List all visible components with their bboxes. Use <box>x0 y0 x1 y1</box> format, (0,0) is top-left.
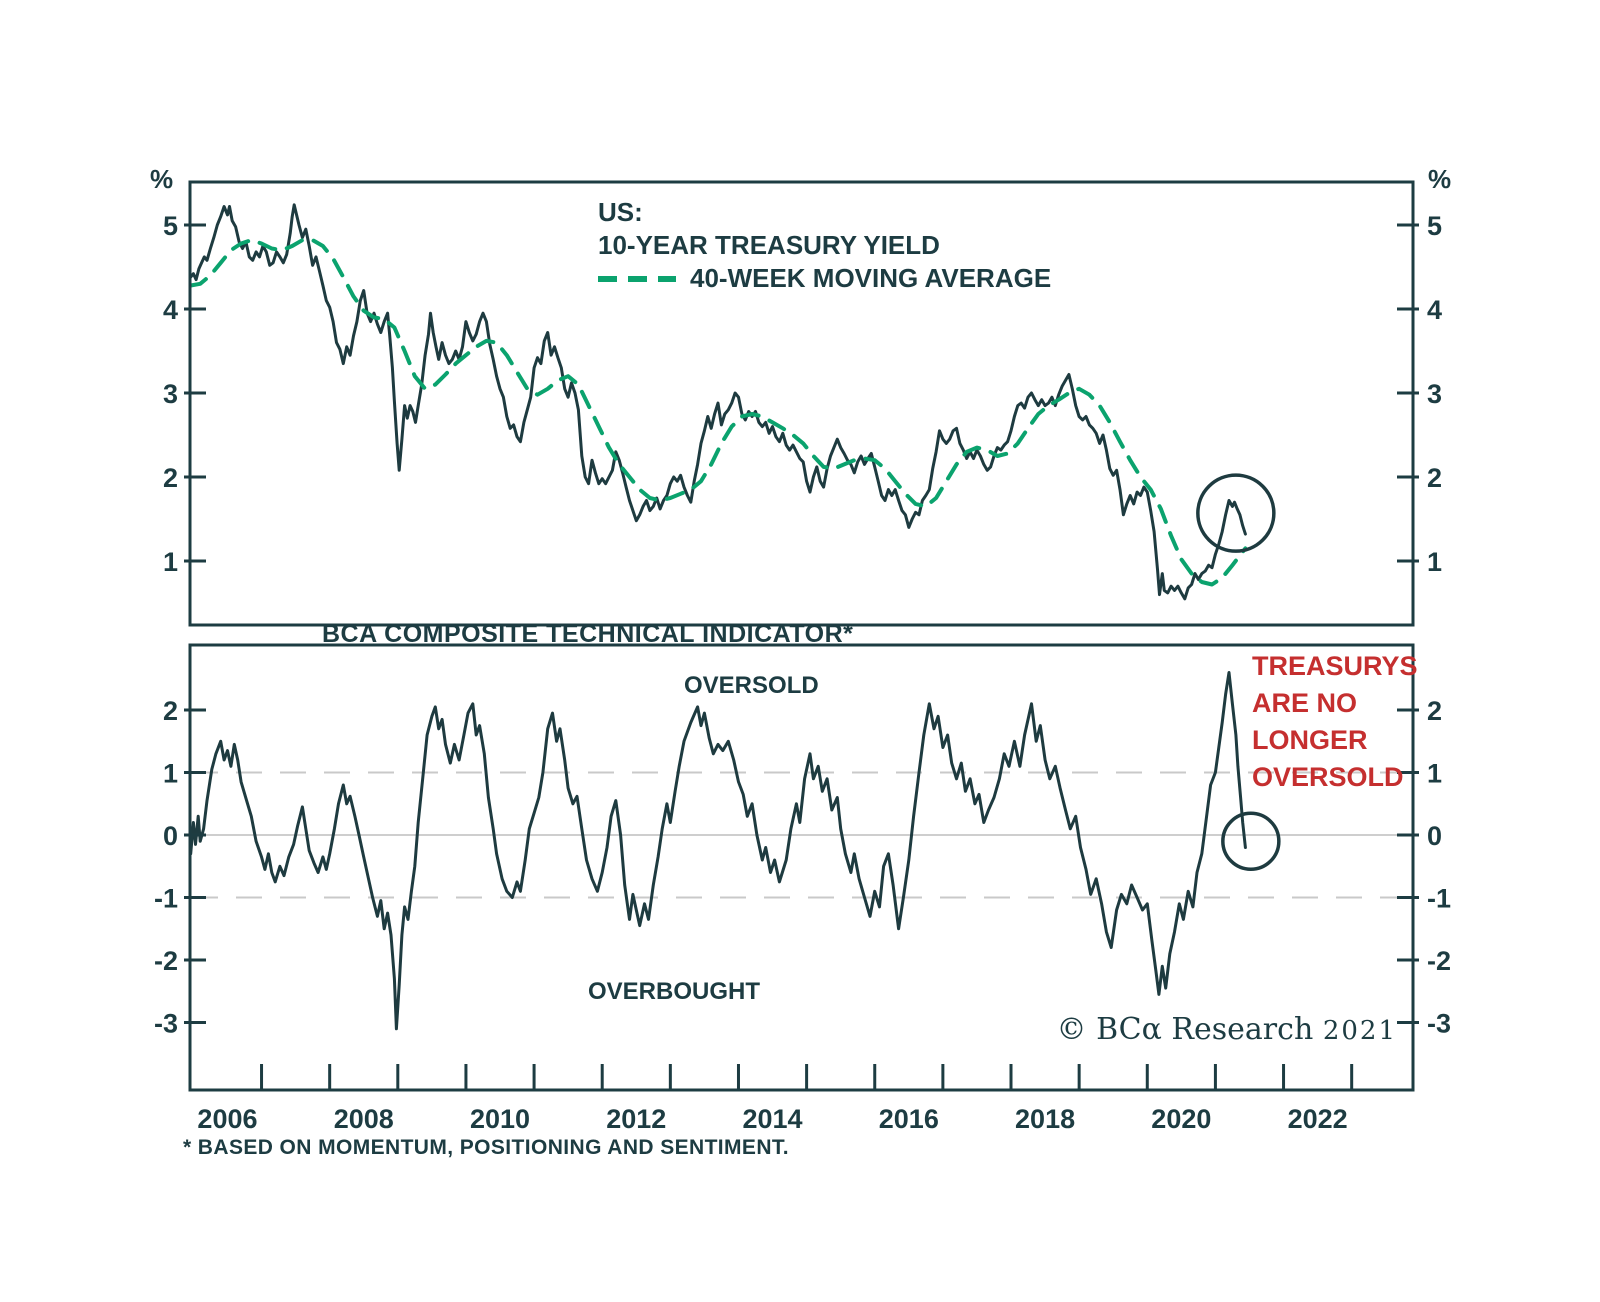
y-tick-label-left: 5 <box>163 211 178 241</box>
dashed-line-swatch-icon <box>598 275 676 282</box>
x-tick-label: 2008 <box>334 1104 394 1134</box>
copyright-notice: © BCα Research 2021 <box>1057 1012 1397 1047</box>
y-tick-label-left: 0 <box>163 821 178 851</box>
y-tick-label-right: 4 <box>1427 295 1442 325</box>
x-tick-label: 2020 <box>1151 1104 1211 1134</box>
copyright-brand: © BCα Research <box>1056 1012 1314 1047</box>
x-tick-label: 2006 <box>197 1104 257 1134</box>
series-10-year-treasury-yield <box>189 203 1247 601</box>
y-tick-label-left: 2 <box>163 696 178 726</box>
y-tick-label-right: 2 <box>1427 463 1442 493</box>
y-axis-unit-right: % <box>1428 164 1452 194</box>
annotation-line: ARE NO <box>1252 688 1358 718</box>
highlight-circle <box>1221 811 1281 871</box>
annotation-line: LONGER <box>1252 725 1368 755</box>
annotation-callout: TREASURYS ARE NO LONGER OVERSOLD <box>1252 648 1418 796</box>
series-bca-composite-technical-indicator <box>189 671 1247 1031</box>
bottom-panel-title: BCA COMPOSITE TECHNICAL INDICATOR* <box>322 620 854 648</box>
legend-series-dashed-label: 40-WEEK MOVING AVERAGE <box>690 263 1052 293</box>
y-tick-label-right: 5 <box>1427 211 1442 241</box>
legend-series-solid-label: 10-YEAR TREASURY YIELD <box>598 230 940 260</box>
y-tick-label-right: -2 <box>1427 946 1451 976</box>
x-tick-label: 2022 <box>1288 1104 1348 1134</box>
panel-frame <box>188 180 1415 627</box>
y-tick-label-right: 3 <box>1427 379 1442 409</box>
y-tick-label-left: -3 <box>154 1009 178 1039</box>
overbought-zone-label: OVERBOUGHT <box>588 978 761 1005</box>
y-tick-label-left: -2 <box>154 946 178 976</box>
y-axis-unit-left: % <box>150 164 174 194</box>
series-40-week-moving-average <box>188 238 1248 587</box>
y-tick-label-right: -1 <box>1427 884 1451 914</box>
oversold-zone-label: OVERSOLD <box>684 672 819 699</box>
y-tick-label-right: 1 <box>1427 759 1442 789</box>
y-tick-label-right: 0 <box>1427 821 1442 851</box>
y-tick-label-left: 4 <box>163 295 178 325</box>
y-tick-label-right: -3 <box>1427 1009 1451 1039</box>
footnote: * BASED ON MOMENTUM, POSITIONING AND SEN… <box>183 1136 790 1159</box>
annotation-line: OVERSOLD <box>1252 762 1404 792</box>
x-tick-label: 2014 <box>743 1104 803 1134</box>
legend: US: 10-YEAR TREASURY YIELD 40-WEEK MOVIN… <box>598 196 1051 295</box>
x-tick-label: 2016 <box>879 1104 939 1134</box>
x-tick-label: 2010 <box>470 1104 530 1134</box>
y-tick-label-right: 1 <box>1427 547 1442 577</box>
y-tick-label-left: -1 <box>154 884 178 914</box>
x-tick-label: 2012 <box>606 1104 666 1134</box>
legend-series-dashed-row: 40-WEEK MOVING AVERAGE <box>598 262 1051 295</box>
y-tick-label-right: 2 <box>1427 696 1442 726</box>
y-tick-label-left: 3 <box>163 379 178 409</box>
y-tick-label-left: 1 <box>163 759 178 789</box>
y-tick-label-left: 1 <box>163 547 178 577</box>
y-tick-label-left: 2 <box>163 463 178 493</box>
copyright-year: 2021 <box>1322 1016 1397 1046</box>
x-tick-label: 2018 <box>1015 1104 1075 1134</box>
panel-frame <box>188 643 1415 1092</box>
legend-region-label: US: <box>598 197 643 227</box>
highlight-circle <box>1196 473 1276 553</box>
annotation-line: TREASURYS <box>1252 651 1418 681</box>
